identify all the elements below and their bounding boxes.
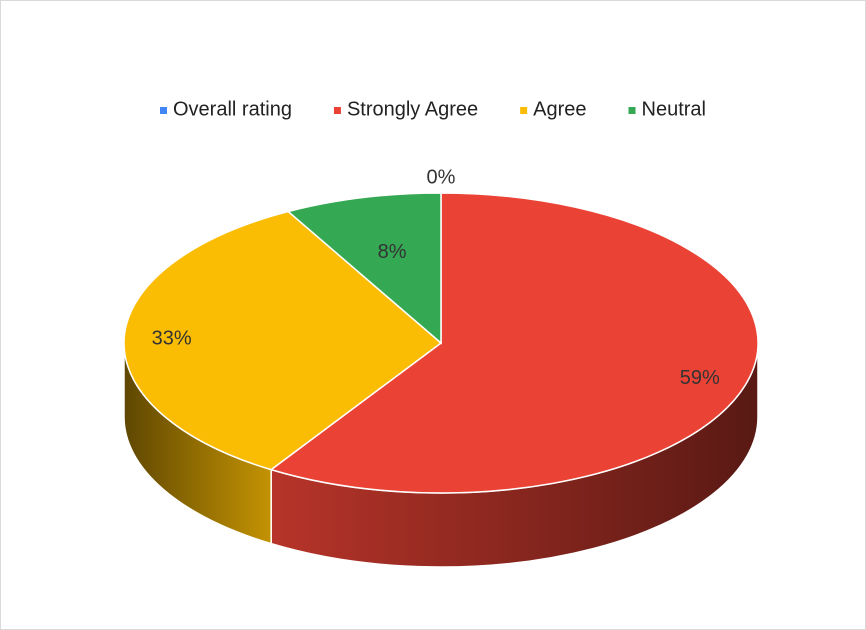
legend-marker xyxy=(333,107,341,114)
value-label: 59% xyxy=(680,367,720,389)
slice xyxy=(269,192,759,494)
slice xyxy=(123,210,443,471)
value-label: 33% xyxy=(152,327,192,349)
legend-label: Strongly Agree xyxy=(347,98,478,120)
legend-label: Agree xyxy=(533,98,586,120)
value-label: 0% xyxy=(427,166,456,188)
legend-label: Overall rating xyxy=(173,98,292,120)
slice xyxy=(286,192,442,345)
legend-marker xyxy=(628,107,636,114)
legend-marker xyxy=(520,107,528,114)
legend-marker xyxy=(160,107,167,114)
value-label: 8% xyxy=(378,241,407,263)
legend-label: Neutral xyxy=(642,98,706,120)
